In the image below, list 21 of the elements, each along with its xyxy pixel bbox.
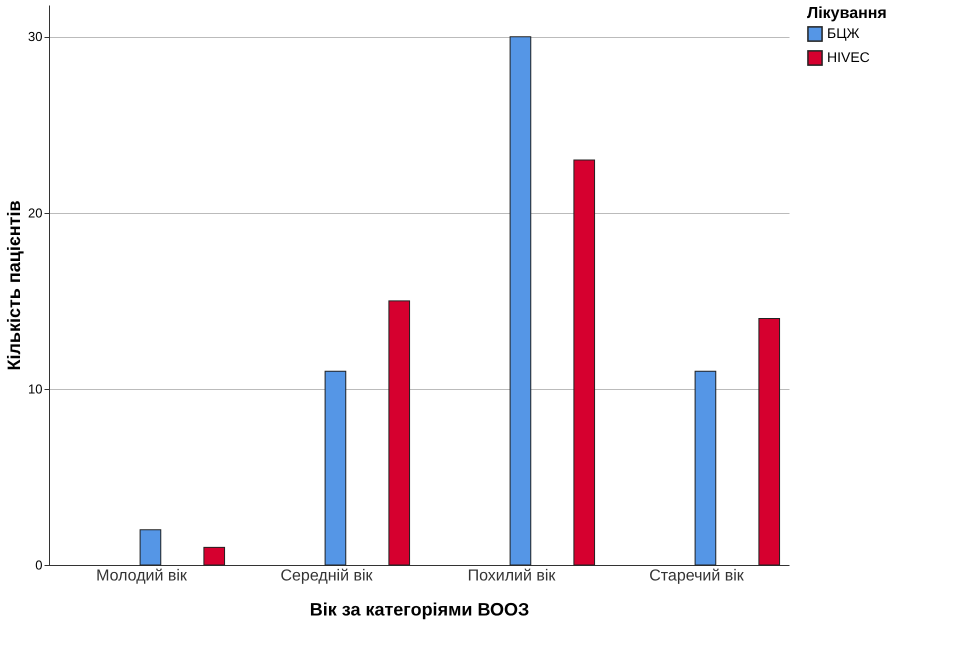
bar bbox=[324, 370, 346, 566]
x-tick-label: Середній вік bbox=[280, 568, 374, 584]
x-tick-label: Молодий вік bbox=[96, 568, 188, 584]
legend-label: БЦЖ bbox=[827, 25, 860, 41]
y-tick-label: 30 bbox=[28, 29, 42, 44]
bar bbox=[140, 529, 162, 566]
legend-title: Лікування bbox=[807, 5, 887, 22]
y-tick-label: 20 bbox=[28, 205, 42, 220]
y-tick-label: 0 bbox=[35, 558, 42, 572]
y-axis-title: Кількість пацієнтів bbox=[4, 200, 24, 371]
legend-label: HIVEC bbox=[827, 49, 870, 65]
bar bbox=[510, 36, 532, 566]
bar bbox=[694, 370, 716, 566]
x-tick-label: Похилий вік bbox=[468, 568, 556, 584]
bar bbox=[203, 546, 226, 566]
bar bbox=[758, 318, 780, 566]
y-tick-label: 10 bbox=[28, 381, 42, 396]
x-axis-title: Вік за категоріями ВООЗ bbox=[310, 600, 530, 620]
bar bbox=[573, 159, 596, 566]
x-tick-label: Старечий вік bbox=[649, 568, 745, 584]
bar bbox=[388, 300, 410, 566]
